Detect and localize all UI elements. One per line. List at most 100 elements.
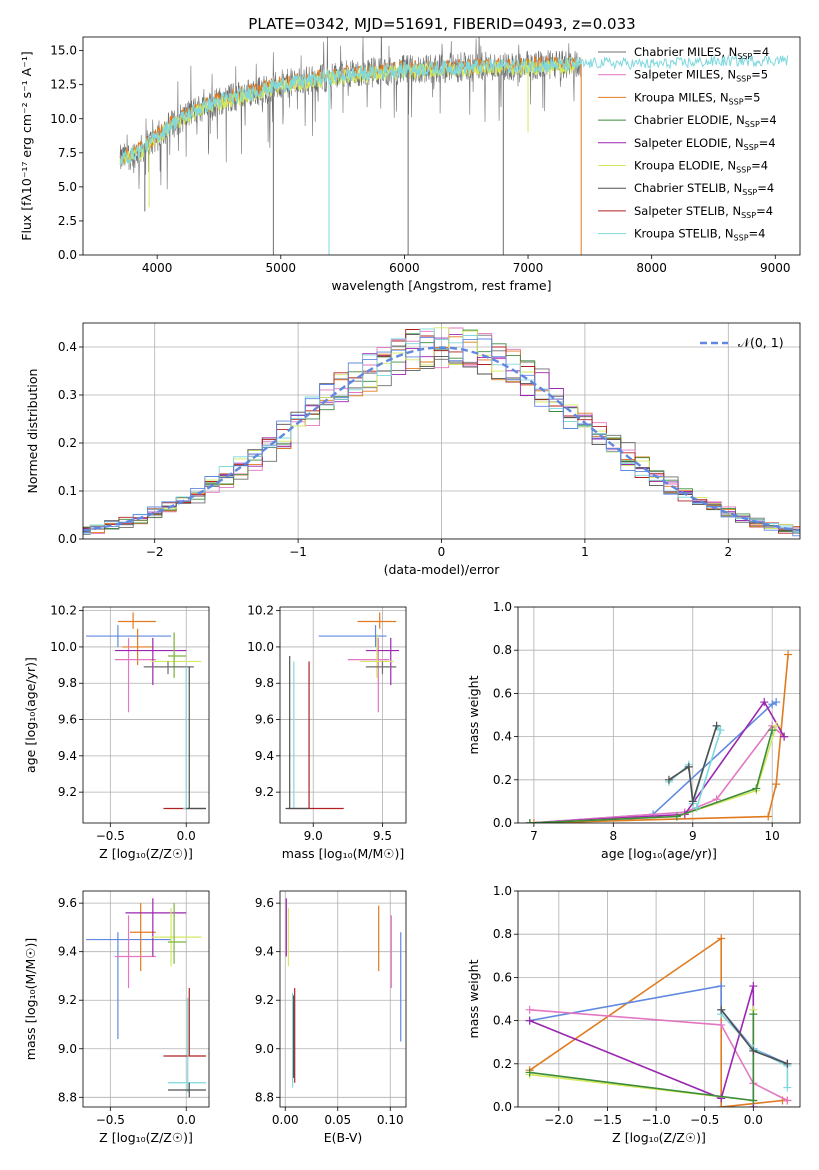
weight-marker xyxy=(688,797,697,806)
legend-tail: =4 xyxy=(749,227,766,241)
y-tick-label: 0.4 xyxy=(58,340,77,354)
legend-sub: SSP xyxy=(734,234,749,243)
panel-age_vs_Z: −0.5 0.0 9.2 9.4 9.6 9.8 10.0 10.2 Z [log₁₀(Z/Z☉… xyxy=(23,604,210,861)
legend-entry: Kroupa MILES, NSSP=5 xyxy=(634,90,760,106)
x-tick-label: 1 xyxy=(581,545,589,559)
plot-area xyxy=(83,323,800,539)
legend-tail: =4 xyxy=(759,136,776,150)
y-tick-label: 0.6 xyxy=(493,686,512,700)
weight-marker xyxy=(716,726,725,735)
y-tick-label: 0.2 xyxy=(58,436,77,450)
panel-weight_vs_Z: −2.0 −1.5 −1.0 −0.5 0.0 0.0 0.2 0.4 0.6 0.8 1.0 Z [… xyxy=(466,884,801,1145)
y-tick-label: 5.0 xyxy=(58,180,77,194)
legend-tail: =4 xyxy=(760,113,777,127)
y-tick-label: 9.4 xyxy=(58,749,77,763)
y-tick-label: 8.8 xyxy=(255,1090,274,1104)
y-tick-label: 2.5 xyxy=(58,214,77,228)
panel-spectrum: 4000 5000 6000 7000 8000 9000 0.0 2.5 5.0 7.5 10.0… xyxy=(19,36,801,293)
weight-line-celodie xyxy=(529,729,773,823)
legend-entry: Kroupa STELIB, NSSP=4 xyxy=(634,227,765,243)
axes-frame xyxy=(279,890,407,1108)
y-tick-label: 8.8 xyxy=(58,1090,77,1104)
histogram-celodie xyxy=(83,329,800,533)
legend-entry: Salpeter STELIB, NSSP=4 xyxy=(634,204,773,220)
x-axis-label: Z [log₁₀(Z/Z☉)] xyxy=(99,1130,193,1145)
y-tick-label: 0.1 xyxy=(58,484,77,498)
legend-sub: SSP xyxy=(745,120,760,129)
weight-marker xyxy=(717,1005,726,1014)
weight-marker xyxy=(783,1059,792,1068)
y-tick-label: 9.2 xyxy=(255,785,274,799)
weight-marker xyxy=(717,1103,726,1107)
y-tick-label: 9.4 xyxy=(255,749,274,763)
legend-entry: Chabrier ELODIE, NSSP=4 xyxy=(634,113,777,129)
normal-reference-curve xyxy=(83,346,800,532)
y-tick-label: 9.8 xyxy=(58,676,77,690)
axes-frame xyxy=(82,36,801,256)
x-tick-label: 9000 xyxy=(760,261,791,275)
weight-marker xyxy=(717,934,726,943)
model-spectrum-red-tail xyxy=(574,53,789,71)
plot-area xyxy=(280,607,406,823)
x-tick-label: 0.0 xyxy=(177,829,196,843)
panel-weight_vs_age: 7 8 9 10 0.0 0.2 0.4 0.6 0.8 1.0 age [log₁₀(age/yr… xyxy=(466,600,801,861)
panel-histogram: −2 −1 0 1 2 0.0 0.1 0.2 0.3 0.4 (data-model)/error… xyxy=(25,322,801,577)
panel-age_vs_mass: 9.0 9.5 9.2 9.4 9.6 9.8 10.0 10.2 mass [log₁₀(M/… xyxy=(247,604,407,861)
x-tick-label: 2 xyxy=(724,545,732,559)
legend-entry: Chabrier MILES, NSSP=4 xyxy=(634,45,769,61)
weight-marker xyxy=(684,762,693,771)
legend-entry: Chabrier STELIB, NSSP=4 xyxy=(634,181,774,197)
y-axis-label: age [log₁₀(age/yr)] xyxy=(23,657,38,773)
x-tick-label: 9 xyxy=(689,829,697,843)
y-tick-label: 1.0 xyxy=(493,884,512,898)
y-tick-label: 0.2 xyxy=(493,1057,512,1071)
y-tick-label: 10.0 xyxy=(50,112,77,126)
plot-area xyxy=(280,891,406,1107)
y-tick-label: 10.0 xyxy=(50,640,77,654)
weight-marker xyxy=(760,698,769,707)
weight-marker xyxy=(664,775,673,784)
y-tick-label: 9.8 xyxy=(255,676,274,690)
y-tick-label: 15.0 xyxy=(50,44,77,58)
x-tick-label: 0.0 xyxy=(177,1113,196,1127)
x-tick-label: 0.05 xyxy=(324,1113,351,1127)
weight-marker xyxy=(672,812,681,821)
axes-frame xyxy=(279,606,407,824)
y-axis-label: Normed distribution xyxy=(25,369,40,494)
x-tick-label: 0 xyxy=(438,545,446,559)
legend-tail: =5 xyxy=(744,90,761,104)
weight-marker xyxy=(772,698,781,707)
y-tick-label: 0.0 xyxy=(58,532,77,546)
plot-area xyxy=(119,37,789,255)
y-tick-label: 9.6 xyxy=(58,896,77,910)
weight-marker xyxy=(749,1046,758,1055)
x-tick-label: 0.10 xyxy=(377,1113,404,1127)
y-tick-label: 1.0 xyxy=(493,600,512,614)
weight-line-smiles xyxy=(529,724,785,823)
y-tick-label: 0.0 xyxy=(58,248,77,262)
y-axis-label: mass weight xyxy=(466,959,481,1038)
legend-label: Kroupa STELIB, N xyxy=(634,227,734,241)
weight-marker xyxy=(780,732,789,741)
x-tick-label: −0.5 xyxy=(690,1113,719,1127)
legend-tail: =4 xyxy=(752,45,769,59)
legend-label: Kroupa MILES, N xyxy=(634,90,729,104)
x-tick-label: 10 xyxy=(765,829,780,843)
y-tick-label: 0.8 xyxy=(493,927,512,941)
legend-sub: SSP xyxy=(742,188,757,197)
x-axis-label: wavelength [Angstrom, rest frame] xyxy=(331,278,551,293)
y-tick-label: 9.2 xyxy=(255,993,274,1007)
legend-label: Chabrier MILES, N xyxy=(634,45,737,59)
x-axis-label: (data-model)/error xyxy=(384,562,501,577)
weight-marker xyxy=(772,780,781,789)
histogram-cmiles xyxy=(83,334,800,535)
weight-marker xyxy=(749,1096,758,1105)
legend-sub: SSP xyxy=(744,143,759,152)
weight-marker xyxy=(749,1010,758,1019)
legend-sub: SSP xyxy=(741,211,756,220)
y-tick-label: 9.4 xyxy=(255,945,274,959)
y-tick-label: 9.4 xyxy=(58,945,77,959)
x-tick-label: 0.0 xyxy=(744,1113,763,1127)
y-tick-label: 9.6 xyxy=(255,713,274,727)
